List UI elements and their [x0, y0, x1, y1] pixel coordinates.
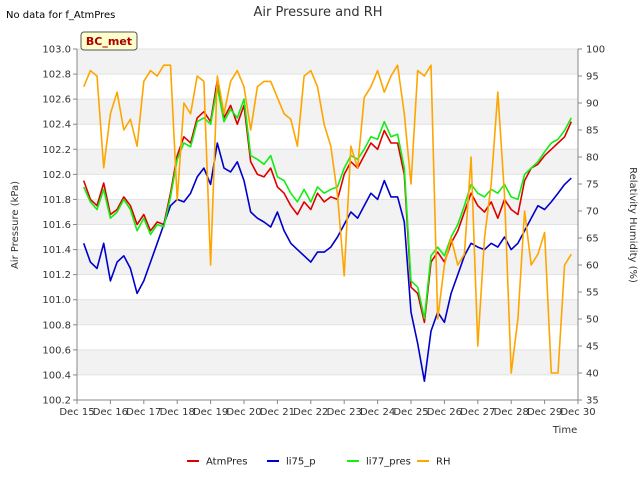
- right-tick-label: 75: [586, 180, 599, 191]
- left-axis-ticks: 100.2 100.4 100.6 100.8 101.0 101.2 101.4 101.6…: [42, 45, 77, 407]
- right-tick-label: 100: [586, 45, 605, 56]
- chart-title: Air Pressure and RH: [253, 5, 382, 20]
- x-tick-label: Dec 25: [393, 407, 428, 418]
- legend-label: li77_pres: [366, 457, 411, 468]
- x-tick-label: Dec 28: [494, 407, 529, 418]
- left-tick-label: 100.4: [42, 370, 71, 381]
- grid-band: [77, 299, 578, 325]
- legend-label: RH: [436, 457, 450, 468]
- grid-band: [77, 49, 578, 75]
- right-axis-title: Relativity Humidity (%): [627, 167, 638, 283]
- series-lines: [82, 64, 573, 383]
- right-tick-label: 35: [586, 396, 599, 407]
- right-tick-label: 70: [586, 207, 599, 218]
- right-tick-label: 45: [586, 342, 599, 353]
- right-axis-ticks: 35 40 45 50 55 60 65 70 75 80 85 90 95 100: [578, 45, 605, 407]
- left-tick-label: 101.8: [42, 195, 71, 206]
- left-tick-label: 102.4: [42, 120, 71, 131]
- left-tick-label: 100.2: [42, 396, 71, 407]
- right-tick-label: 55: [586, 288, 599, 299]
- grid-bands: [77, 48, 578, 401]
- x-tick-label: Dec 21: [260, 407, 295, 418]
- left-tick-label: 101.2: [42, 270, 71, 281]
- x-tick-label: Dec 29: [527, 407, 562, 418]
- x-tick-label: Dec 24: [360, 407, 395, 418]
- right-tick-label: 85: [586, 126, 599, 137]
- x-axis-title: Time: [552, 425, 577, 436]
- left-tick-label: 101.6: [42, 220, 71, 231]
- x-tick-label: Dec 17: [126, 407, 161, 418]
- x-tick-label: Dec 18: [160, 407, 195, 418]
- left-tick-label: 103.0: [42, 45, 71, 56]
- right-tick-label: 50: [586, 315, 599, 326]
- series-line-rh: [82, 64, 572, 374]
- left-tick-label: 101.0: [42, 295, 71, 306]
- grid-band: [77, 149, 578, 175]
- no-data-note: No data for f_AtmPres: [6, 10, 115, 21]
- grid-band: [77, 349, 578, 375]
- x-tick-label: Dec 27: [460, 407, 495, 418]
- station-badge-label: BC_met: [86, 35, 132, 48]
- grid-band: [77, 99, 578, 125]
- right-tick-label: 80: [586, 153, 599, 164]
- x-tick-label: Dec 20: [226, 407, 261, 418]
- legend-label: li75_p: [286, 457, 316, 468]
- right-tick-label: 60: [586, 261, 599, 272]
- x-tick-label: Dec 15: [59, 407, 94, 418]
- x-tick-label: Dec 23: [327, 407, 362, 418]
- right-tick-label: 95: [586, 72, 599, 83]
- x-tick-label: Dec 16: [93, 407, 128, 418]
- legend: AtmPres li75_p li77_pres RH: [187, 457, 450, 468]
- left-tick-label: 102.2: [42, 145, 71, 156]
- left-tick-label: 101.4: [42, 245, 71, 256]
- left-tick-label: 102.6: [42, 95, 71, 106]
- x-tick-label: Dec 30: [560, 407, 595, 418]
- right-tick-label: 65: [586, 234, 599, 245]
- left-tick-label: 102.0: [42, 170, 71, 181]
- legend-label: AtmPres: [206, 457, 247, 468]
- right-tick-label: 90: [586, 99, 599, 110]
- left-tick-label: 100.8: [42, 320, 71, 331]
- x-tick-label: Dec 19: [193, 407, 228, 418]
- x-tick-label: Dec 22: [293, 407, 328, 418]
- left-tick-label: 102.8: [42, 70, 71, 81]
- station-badge: BC_met: [80, 31, 138, 51]
- x-tick-label: Dec 26: [427, 407, 462, 418]
- grid-band: [77, 249, 578, 275]
- left-axis-title: Air Pressure (kPa): [10, 181, 21, 269]
- right-tick-label: 40: [586, 369, 599, 380]
- left-tick-label: 100.6: [42, 345, 71, 356]
